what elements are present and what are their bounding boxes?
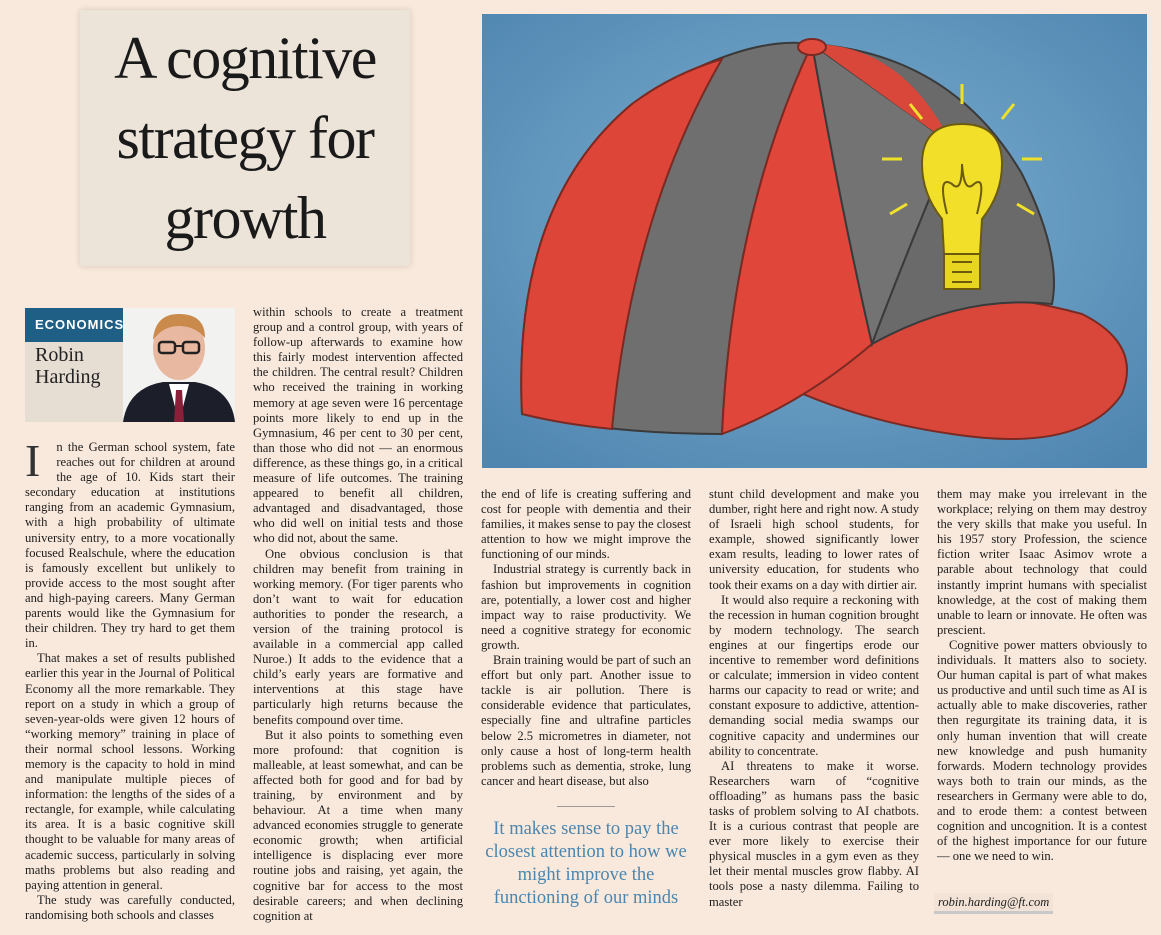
- column: them may make you irrelevant in the work…: [937, 487, 1147, 864]
- headline: A cognitive strategy for growth: [114, 25, 377, 251]
- author-email: robin.harding@ft.com: [934, 893, 1054, 914]
- illustration: [482, 14, 1147, 468]
- paragraph: Brain training would be part of such an …: [481, 653, 691, 788]
- quote-rule: [557, 806, 615, 807]
- paragraph: But it also points to something even mor…: [253, 727, 463, 923]
- author-name: Robin Harding: [35, 344, 101, 388]
- author-photo: [123, 308, 235, 422]
- column: the end of life is creating suffering an…: [481, 487, 691, 789]
- paragraph: One obvious conclusion is that children …: [253, 546, 463, 727]
- paragraph: The study was carefully conducted, rando…: [25, 892, 235, 922]
- drop-cap: I: [25, 435, 41, 486]
- column: stunt child development and make you dum…: [709, 487, 919, 910]
- paragraph: stunt child development and make you dum…: [709, 487, 919, 592]
- column: within schools to create a treatment gro…: [253, 305, 463, 924]
- paragraph: within schools to create a treatment gro…: [253, 305, 463, 546]
- byline: ECONOMICS Robin Harding: [25, 308, 235, 422]
- pull-quote: It makes sense to pay the closest attent…: [485, 819, 687, 908]
- paragraph: Industrial strategy is currently back in…: [481, 562, 691, 652]
- paragraph: the end of life is creating suffering an…: [481, 487, 691, 562]
- paragraph: It would also require a reckoning with t…: [709, 592, 919, 758]
- paragraph-text: n the German school system, fate reaches…: [25, 440, 235, 651]
- paragraph: That makes a set of results published ea…: [25, 651, 235, 892]
- paragraph: them may make you irrelevant in the work…: [937, 487, 1147, 637]
- paragraph: AI threatens to make it worse. Researche…: [709, 758, 919, 909]
- headline-box: A cognitive strategy for growth: [80, 10, 410, 266]
- paragraph: Cognitive power matters obviously to ind…: [937, 637, 1147, 864]
